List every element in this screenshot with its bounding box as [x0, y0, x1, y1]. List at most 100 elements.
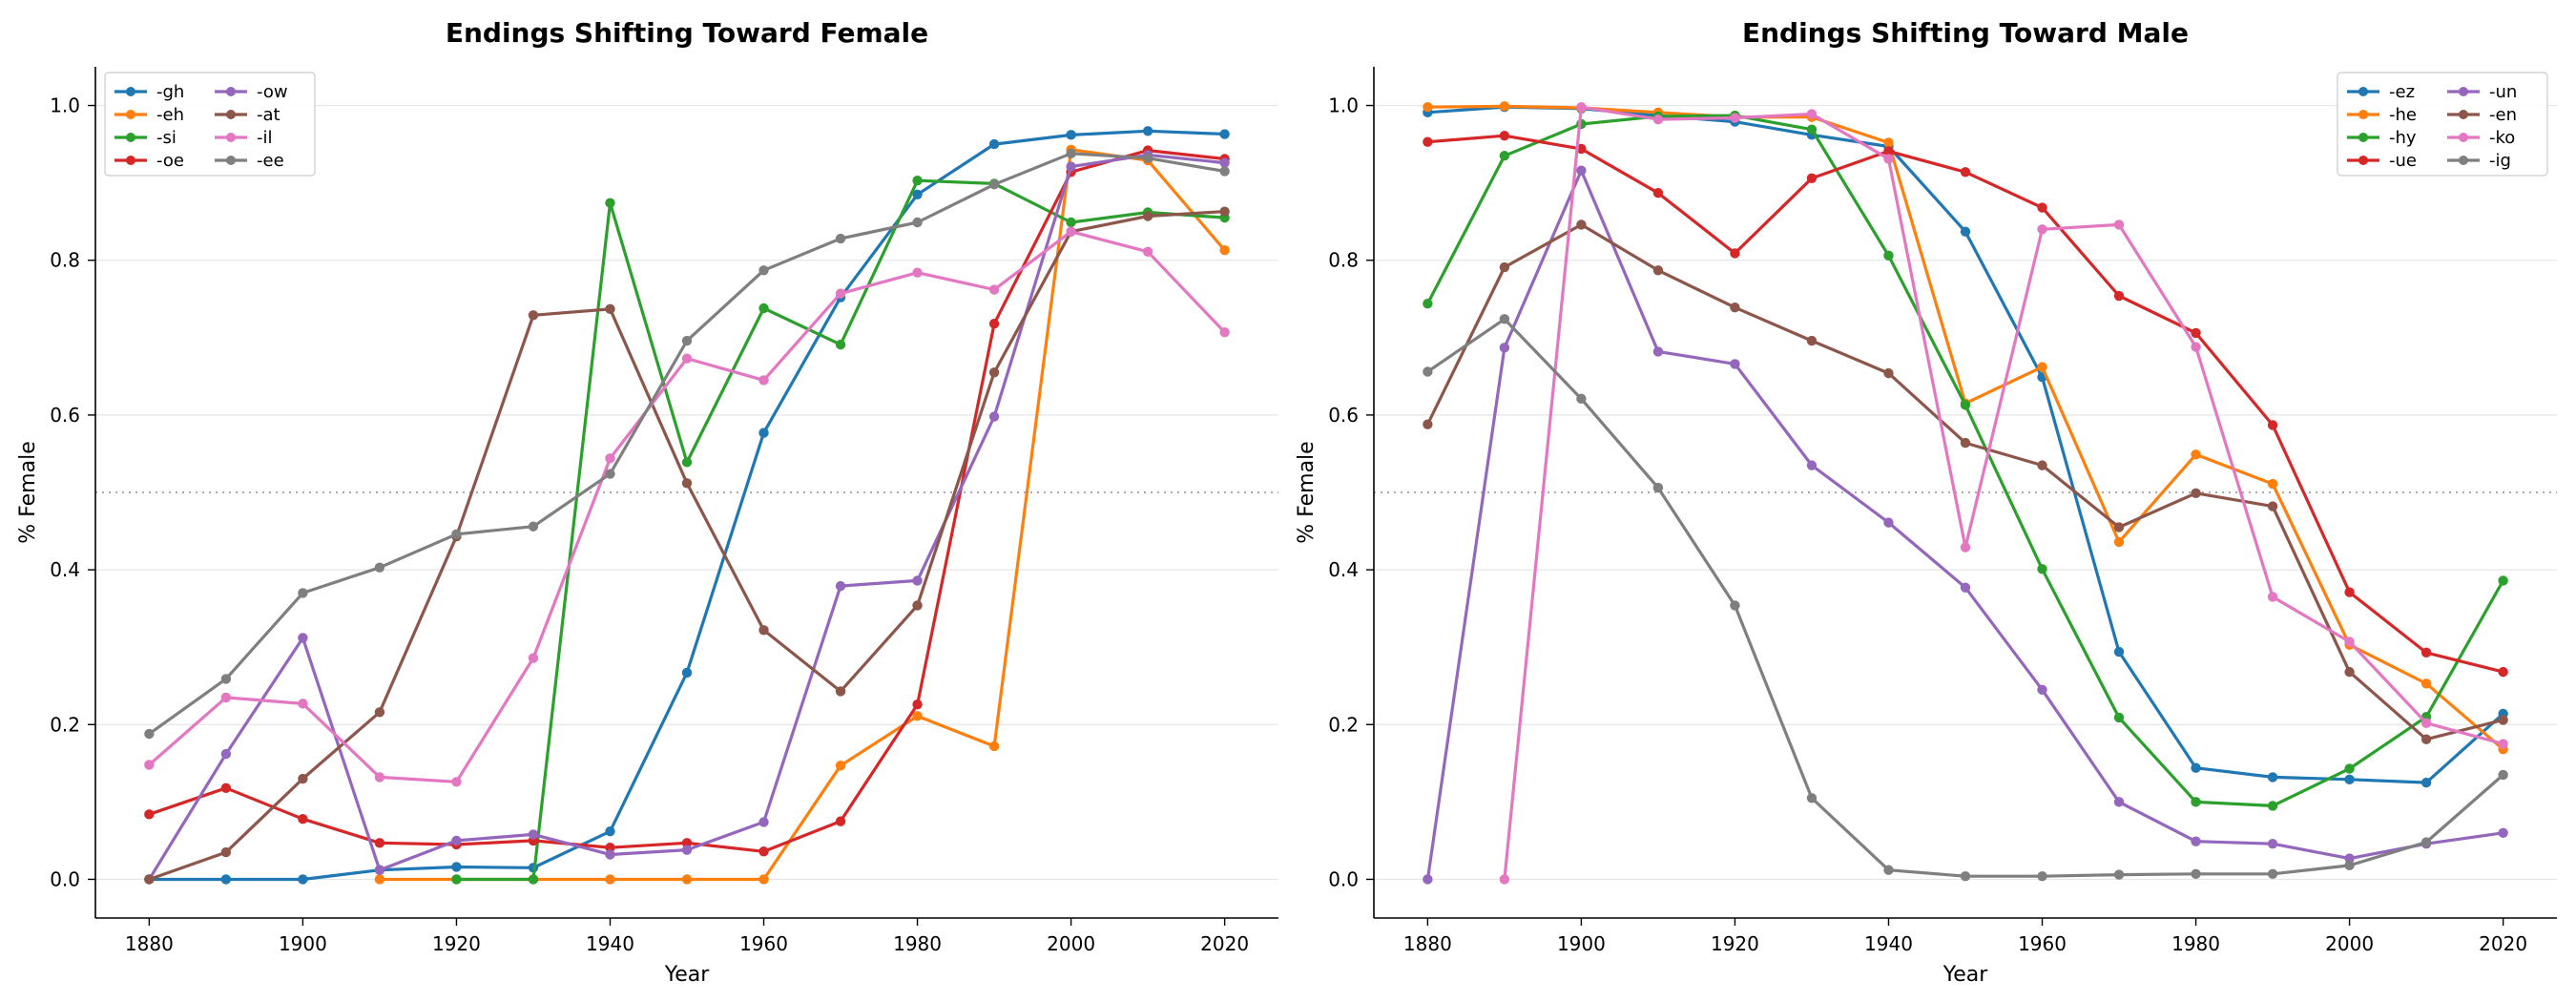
data-point [2113, 290, 2125, 302]
x-tick-label: 2020 [1200, 932, 1249, 955]
data-point [1652, 114, 1664, 125]
data-point [2267, 501, 2278, 511]
data-point [1730, 302, 1740, 313]
data-point [374, 874, 385, 885]
data-point [374, 707, 385, 718]
legend-item: -oe [114, 151, 184, 171]
data-point [2191, 488, 2201, 499]
data-point [144, 874, 155, 885]
data-point [1883, 137, 1894, 148]
legend-swatch-marker [226, 156, 236, 165]
legend-label: -ow [257, 82, 288, 102]
series-ue [1423, 130, 2508, 678]
y-tick-label: 0.2 [50, 713, 80, 736]
data-point [2344, 637, 2355, 647]
data-point [2420, 837, 2432, 847]
series-line [1425, 114, 2504, 808]
data-point [1806, 335, 1818, 346]
data-point [1806, 460, 1818, 470]
legend-item: -hy [2347, 128, 2417, 148]
series-line [1503, 105, 2504, 880]
chart-panel-1: 0.0 0.2 0.4 0.6 0.8 1.0 1880 1900 1920 1940 1960 19… [16, 17, 1278, 987]
series-si [451, 176, 1230, 885]
data-point [220, 874, 232, 885]
data-point [2344, 860, 2355, 871]
data-point [2037, 871, 2047, 882]
legend-swatch-marker [2459, 110, 2468, 119]
series-line [148, 152, 1225, 736]
legend-swatch-marker [2358, 133, 2368, 142]
data-point [2037, 362, 2047, 372]
y-axis-label: % Female [16, 441, 40, 543]
data-point [2037, 684, 2047, 695]
data-point [2420, 678, 2432, 689]
data-point [2113, 646, 2125, 658]
legend-label: -eh [156, 105, 184, 125]
data-point [1423, 366, 1433, 377]
data-point [1066, 161, 1076, 172]
data-point [374, 562, 385, 573]
data-point [912, 267, 923, 278]
series-il [144, 226, 1230, 787]
series-line [148, 230, 1226, 783]
data-point [912, 699, 923, 710]
data-point [681, 335, 693, 346]
data-point [758, 625, 769, 636]
data-point [374, 772, 385, 783]
data-point [681, 478, 693, 489]
chart-panel-2: 0.0 0.2 0.4 0.6 0.8 1.0 1880 1900 1920 1940 1960 19… [1295, 17, 2557, 987]
legend-item: -at [215, 105, 280, 125]
data-point [1219, 326, 1230, 338]
y-tick-label: 0.4 [50, 558, 80, 581]
series-line [148, 210, 1225, 882]
data-point [988, 179, 1000, 190]
data-point [1499, 874, 1510, 885]
data-point [144, 728, 155, 740]
data-point [1883, 146, 1894, 157]
data-point [681, 457, 693, 468]
data-point [1730, 600, 1740, 611]
data-point [1806, 124, 1818, 135]
data-point [1499, 151, 1510, 161]
data-point [1806, 793, 1818, 804]
legend-swatch-marker [2358, 87, 2368, 96]
data-point [2113, 797, 2125, 807]
data-point [144, 809, 155, 820]
data-point [2037, 564, 2047, 574]
data-point [1142, 246, 1153, 258]
data-point [1652, 187, 1664, 198]
data-point [298, 874, 308, 885]
data-point [374, 865, 385, 875]
data-point [528, 310, 539, 321]
data-point [605, 874, 615, 885]
series-ee [144, 148, 1230, 740]
legend-swatch-marker [126, 133, 135, 142]
data-point [835, 816, 846, 826]
data-point [605, 198, 615, 208]
legend: -gh -eh -si -oe -ow -at -il -ee [104, 72, 316, 177]
legend-label: -oe [156, 151, 184, 171]
data-point [2037, 202, 2047, 213]
data-point [1499, 343, 1510, 353]
data-point [2420, 718, 2432, 728]
data-point [1423, 298, 1433, 309]
x-axis-label: Year [1942, 963, 1989, 987]
data-point [1652, 346, 1664, 357]
data-point [605, 303, 615, 315]
data-point [912, 711, 923, 721]
data-point [2420, 777, 2432, 788]
y-tick-label: 0.2 [1328, 713, 1359, 736]
legend-swatch-marker [226, 133, 236, 142]
data-point [1960, 871, 1971, 882]
legend-label: -il [257, 128, 273, 148]
x-tick-label: 1960 [2018, 932, 2067, 955]
legend-item: -ig [2447, 151, 2511, 171]
data-point [758, 265, 769, 276]
legend-item: -ez [2347, 82, 2415, 102]
legend-item: -il [215, 128, 273, 148]
y-tick-label: 0.6 [50, 404, 80, 427]
data-point [835, 761, 846, 771]
data-point [374, 838, 385, 848]
data-point [1883, 865, 1894, 875]
data-point [2344, 666, 2355, 678]
